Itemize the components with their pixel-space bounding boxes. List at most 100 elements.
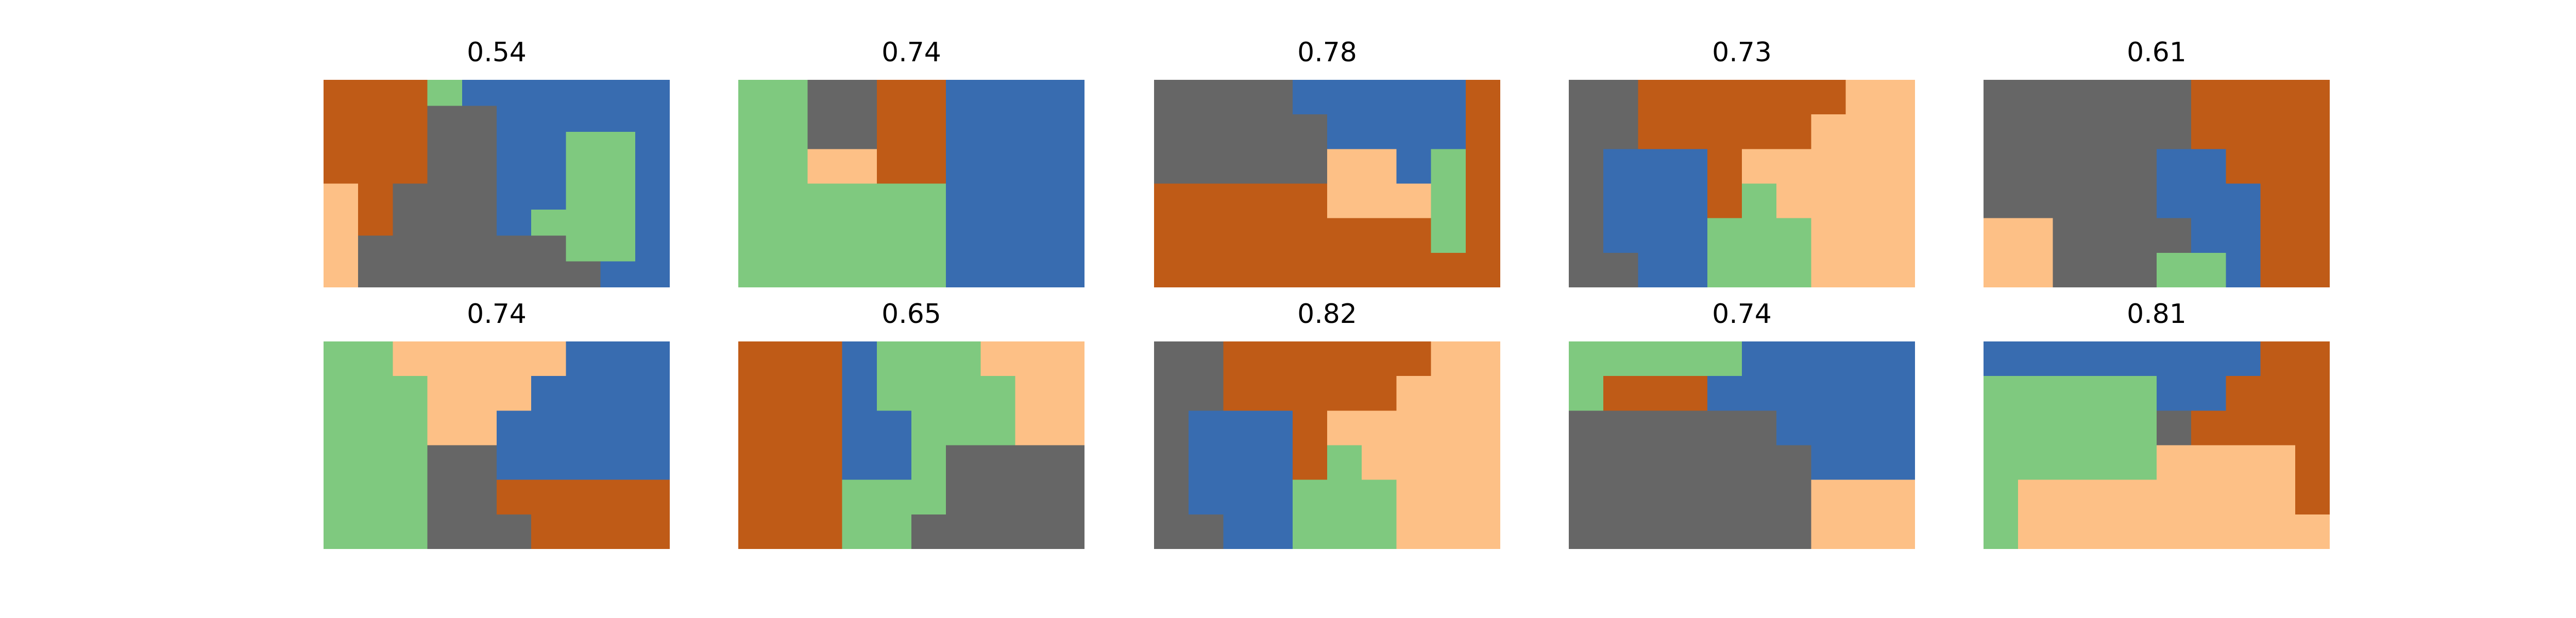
region-cell: [1292, 514, 1328, 549]
region-cell: [1223, 479, 1259, 516]
region-cell: [876, 183, 912, 219]
region-cell: [600, 235, 636, 262]
region-cell: [1569, 218, 1604, 254]
region-cell: [531, 235, 567, 262]
region-cell: [2226, 218, 2261, 254]
region-cell: [1638, 80, 1673, 115]
region-cell: [1742, 114, 1777, 150]
region-cell: [1811, 376, 1846, 411]
region-cell: [738, 514, 774, 549]
region-cell: [2018, 114, 2054, 150]
region-cell: [1292, 183, 1328, 219]
region-cell: [2018, 149, 2054, 184]
region-cell: [946, 341, 981, 377]
map-panel: 0.73: [1569, 37, 1915, 287]
region-cell: [2053, 514, 2088, 549]
region-cell: [566, 106, 601, 132]
region-cell: [1707, 341, 1743, 377]
region-cell: [842, 149, 878, 184]
region-cell: [427, 106, 463, 132]
region-cell: [738, 80, 774, 115]
region-cell: [1638, 479, 1673, 516]
region-cell: [1638, 410, 1673, 446]
region-cell: [1776, 514, 1812, 549]
region-cell: [358, 235, 394, 262]
region-cell: [1396, 183, 1432, 219]
region-cell: [773, 376, 808, 411]
region-map: [1154, 341, 1500, 549]
region-cell: [2157, 376, 2192, 411]
region-cell: [1362, 149, 1397, 184]
region-cell: [1603, 114, 1639, 150]
region-cell: [497, 376, 532, 411]
region-cell: [2122, 445, 2158, 481]
region-cell: [1396, 218, 1432, 254]
region-cell: [1672, 114, 1708, 150]
region-cell: [1672, 149, 1708, 184]
region-cell: [1707, 410, 1743, 446]
region-cell: [773, 514, 808, 549]
region-cell: [324, 235, 359, 262]
region-cell: [531, 106, 567, 132]
region-cell: [2226, 183, 2261, 219]
region-cell: [1845, 514, 1882, 549]
region-cell: [1811, 80, 1846, 115]
region-cell: [1638, 514, 1673, 549]
panel-score-title: 0.82: [1297, 299, 1357, 330]
region-cell: [773, 149, 808, 184]
region-cell: [1776, 80, 1812, 115]
map-panel: 0.54: [324, 37, 670, 287]
region-cell: [1811, 114, 1846, 150]
region-cell: [1189, 341, 1224, 377]
region-cell: [2260, 149, 2296, 184]
region-map: [1569, 341, 1915, 549]
region-cell: [1845, 479, 1882, 516]
region-cell: [738, 114, 774, 150]
region-cell: [1811, 218, 1846, 254]
region-cell: [600, 479, 636, 516]
region-cell: [1327, 149, 1363, 184]
region-cell: [842, 252, 878, 287]
panel-score-title: 0.74: [882, 37, 941, 68]
region-cell: [600, 261, 636, 287]
region-cell: [1603, 410, 1639, 446]
region-cell: [2191, 479, 2227, 516]
region-cell: [1292, 376, 1328, 411]
region-cell: [1015, 218, 1051, 254]
region-cell: [1465, 218, 1500, 254]
region-cell: [600, 341, 636, 377]
region-cell: [1049, 410, 1084, 446]
region-cell: [946, 445, 981, 481]
region-cell: [1258, 80, 1294, 115]
region-cell: [1742, 410, 1777, 446]
region-cell: [1707, 149, 1743, 184]
region-cell: [427, 479, 463, 516]
region-cell: [1776, 218, 1812, 254]
region-cell: [1015, 514, 1051, 549]
region-cell: [773, 252, 808, 287]
region-cell: [1292, 410, 1328, 446]
region-cell: [2122, 149, 2158, 184]
region-cell: [1223, 114, 1259, 150]
region-cell: [2226, 410, 2261, 446]
region-cell: [497, 410, 532, 446]
region-cell: [2087, 114, 2123, 150]
region-cell: [1845, 149, 1882, 184]
region-cell: [1465, 149, 1500, 184]
region-cell: [911, 149, 947, 184]
region-map: [324, 341, 670, 549]
region-cell: [2018, 514, 2054, 549]
region-cell: [2226, 252, 2261, 287]
region-cell: [600, 131, 636, 159]
region-cell: [1154, 183, 1190, 219]
region-cell: [876, 410, 912, 446]
region-cell: [773, 183, 808, 219]
region-cell: [1327, 514, 1363, 549]
region-cell: [1569, 514, 1604, 549]
region-cell: [1189, 252, 1224, 287]
region-cell: [2087, 80, 2123, 115]
region-cell: [1707, 80, 1743, 115]
region-cell: [1984, 479, 2019, 516]
region-cell: [1015, 183, 1051, 219]
region-cell: [358, 410, 394, 446]
